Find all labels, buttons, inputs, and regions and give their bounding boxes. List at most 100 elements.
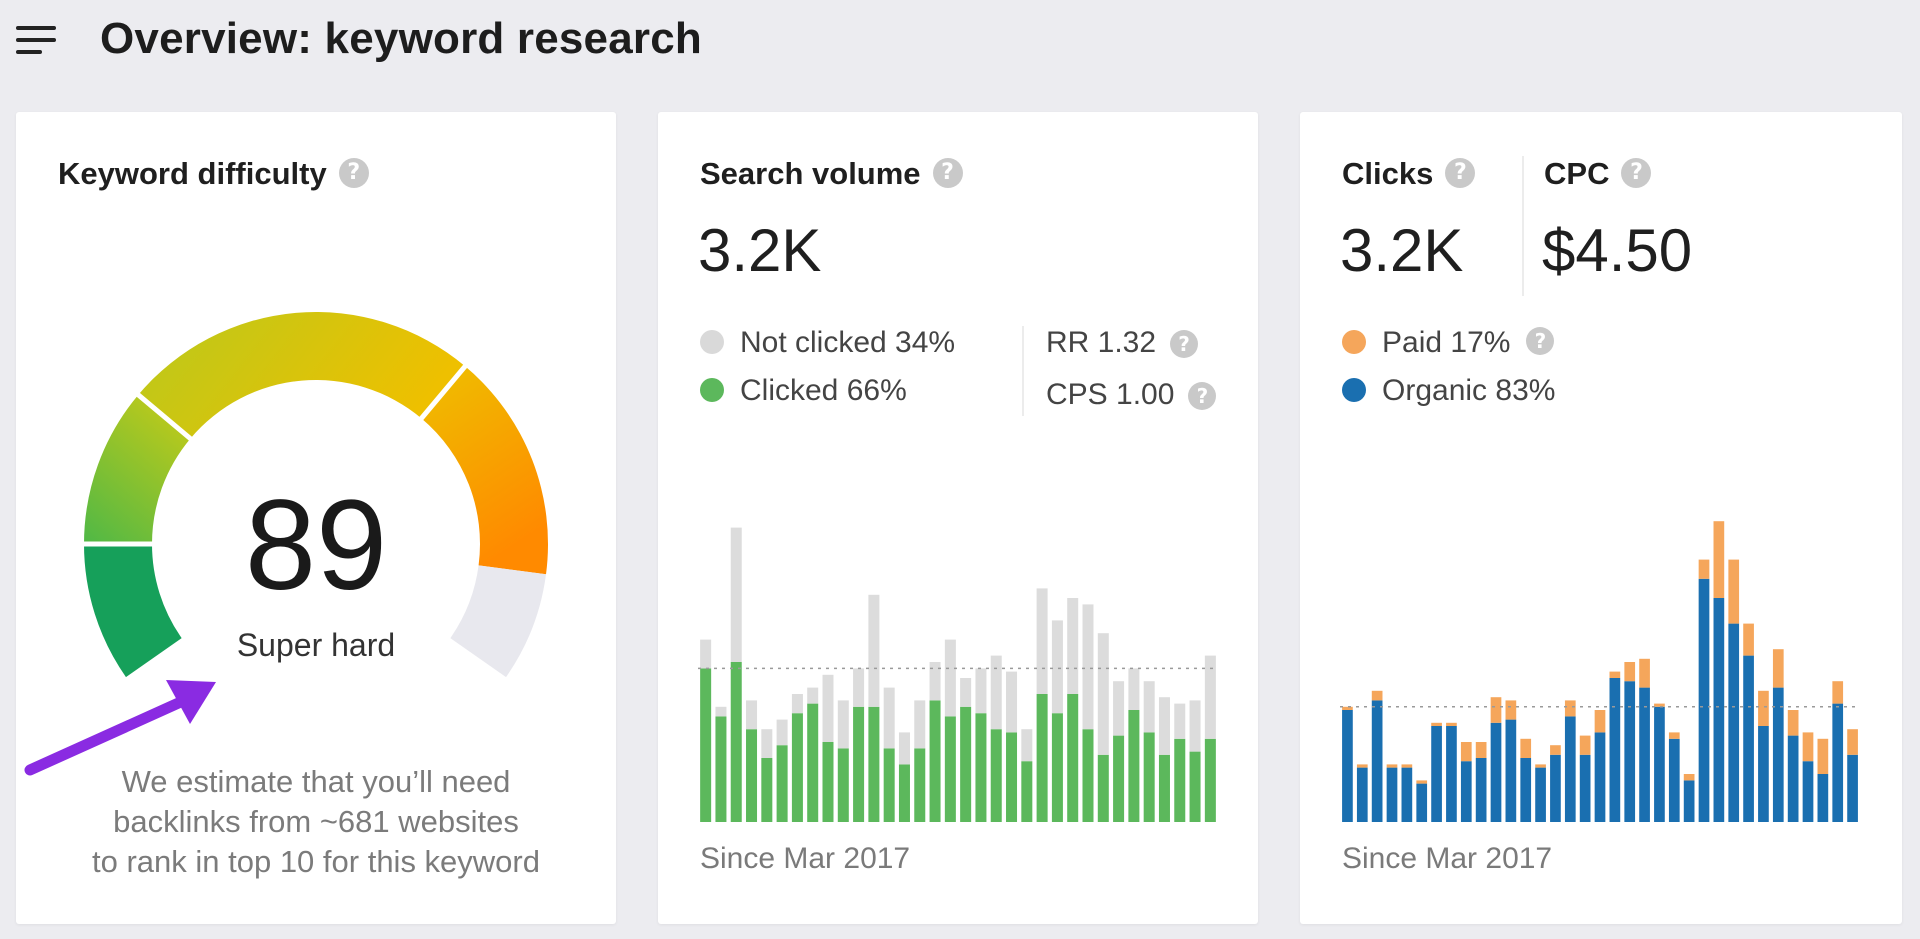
bar-paid[interactable]	[1817, 738, 1829, 774]
bar-clicked[interactable]	[975, 713, 987, 822]
bar-organic[interactable]	[1832, 703, 1844, 822]
bar-paid[interactable]	[1772, 649, 1784, 688]
bar-not-clicked[interactable]	[1021, 729, 1033, 762]
bar-organic[interactable]	[1609, 678, 1621, 822]
bar-paid[interactable]	[1847, 729, 1858, 755]
bar-organic[interactable]	[1698, 578, 1710, 822]
bar-not-clicked[interactable]	[1128, 668, 1140, 710]
bar-paid[interactable]	[1832, 681, 1844, 704]
bar-clicked[interactable]	[791, 713, 803, 822]
bar-clicked[interactable]	[700, 668, 712, 822]
bar-not-clicked[interactable]	[761, 729, 773, 758]
bar-not-clicked[interactable]	[883, 687, 895, 749]
bar-not-clicked[interactable]	[1174, 703, 1186, 739]
bar-paid[interactable]	[1446, 722, 1457, 726]
bar-clicked[interactable]	[746, 729, 758, 822]
bar-paid[interactable]	[1713, 521, 1725, 598]
bar-not-clicked[interactable]	[746, 700, 758, 730]
bar-paid[interactable]	[1668, 732, 1680, 739]
bar-not-clicked[interactable]	[914, 700, 926, 749]
bar-paid[interactable]	[1594, 710, 1606, 733]
bar-clicked[interactable]	[807, 703, 819, 822]
bar-organic[interactable]	[1386, 767, 1398, 822]
bar-clicked[interactable]	[730, 662, 742, 822]
bar-not-clicked[interactable]	[730, 527, 742, 662]
bar-not-clicked[interactable]	[1051, 620, 1063, 714]
bar-organic[interactable]	[1713, 598, 1725, 822]
bar-organic[interactable]	[1787, 735, 1799, 822]
bar-clicked[interactable]	[1082, 729, 1094, 822]
bar-organic[interactable]	[1758, 726, 1769, 822]
bar-organic[interactable]	[1847, 754, 1858, 822]
bar-not-clicked[interactable]	[1204, 655, 1216, 739]
help-icon[interactable]: ?	[338, 157, 369, 188]
bar-organic[interactable]	[1550, 754, 1561, 822]
bar-paid[interactable]	[1698, 559, 1710, 579]
bar-paid[interactable]	[1683, 774, 1695, 781]
bar-not-clicked[interactable]	[807, 687, 819, 704]
bar-not-clicked[interactable]	[700, 639, 712, 669]
help-icon[interactable]: ?	[1188, 382, 1217, 411]
help-icon[interactable]: ?	[1526, 327, 1555, 355]
bar-paid[interactable]	[1416, 780, 1428, 784]
bar-organic[interactable]	[1401, 767, 1413, 822]
bar-organic[interactable]	[1579, 754, 1591, 822]
bar-organic[interactable]	[1743, 655, 1754, 822]
bar-not-clicked[interactable]	[868, 594, 880, 707]
bar-not-clicked[interactable]	[1113, 681, 1125, 736]
bar-not-clicked[interactable]	[1082, 604, 1094, 730]
bar-not-clicked[interactable]	[1067, 598, 1079, 694]
bar-not-clicked[interactable]	[853, 668, 865, 707]
bar-paid[interactable]	[1386, 764, 1398, 768]
bar-not-clicked[interactable]	[975, 668, 987, 714]
bar-clicked[interactable]	[1006, 732, 1018, 822]
bar-organic[interactable]	[1817, 774, 1829, 822]
bar-organic[interactable]	[1520, 758, 1532, 822]
bar-paid[interactable]	[1609, 671, 1621, 678]
bar-paid[interactable]	[1787, 710, 1799, 736]
bar-clicked[interactable]	[1113, 735, 1125, 822]
bar-organic[interactable]	[1654, 706, 1665, 822]
bar-not-clicked[interactable]	[1097, 633, 1109, 755]
bar-not-clicked[interactable]	[791, 694, 803, 714]
bar-clicked[interactable]	[761, 758, 773, 822]
bar-organic[interactable]	[1594, 732, 1606, 822]
bar-not-clicked[interactable]	[776, 719, 788, 746]
bar-organic[interactable]	[1624, 681, 1636, 822]
bar-paid[interactable]	[1342, 706, 1353, 710]
bar-clicked[interactable]	[715, 716, 727, 822]
bar-clicked[interactable]	[776, 745, 788, 822]
help-icon[interactable]: ?	[1621, 157, 1652, 188]
bar-clicked[interactable]	[822, 742, 834, 822]
bar-paid[interactable]	[1460, 742, 1472, 762]
bar-organic[interactable]	[1475, 758, 1487, 822]
bar-paid[interactable]	[1654, 703, 1665, 707]
bar-organic[interactable]	[1535, 767, 1546, 822]
bar-paid[interactable]	[1802, 732, 1814, 762]
bar-paid[interactable]	[1505, 700, 1517, 720]
bar-paid[interactable]	[1431, 722, 1442, 726]
bar-not-clicked[interactable]	[898, 732, 910, 765]
bar-clicked[interactable]	[1021, 761, 1033, 822]
bar-clicked[interactable]	[1189, 751, 1201, 822]
bar-organic[interactable]	[1371, 700, 1383, 822]
help-icon[interactable]: ?	[1170, 330, 1199, 359]
bar-paid[interactable]	[1490, 697, 1502, 723]
bar-paid[interactable]	[1579, 735, 1591, 755]
bar-organic[interactable]	[1431, 726, 1442, 822]
bar-paid[interactable]	[1639, 658, 1650, 688]
bar-paid[interactable]	[1550, 745, 1561, 755]
bar-not-clicked[interactable]	[929, 662, 941, 701]
bar-organic[interactable]	[1802, 761, 1814, 822]
bar-clicked[interactable]	[929, 700, 941, 822]
bar-organic[interactable]	[1356, 767, 1368, 822]
bar-organic[interactable]	[1342, 710, 1353, 822]
bar-paid[interactable]	[1520, 738, 1532, 758]
bar-clicked[interactable]	[1204, 738, 1216, 822]
bar-not-clicked[interactable]	[715, 706, 727, 717]
bar-clicked[interactable]	[1143, 732, 1155, 822]
bar-paid[interactable]	[1356, 764, 1368, 768]
bar-not-clicked[interactable]	[822, 674, 834, 742]
bar-clicked[interactable]	[1158, 754, 1170, 822]
bar-not-clicked[interactable]	[1189, 700, 1201, 752]
